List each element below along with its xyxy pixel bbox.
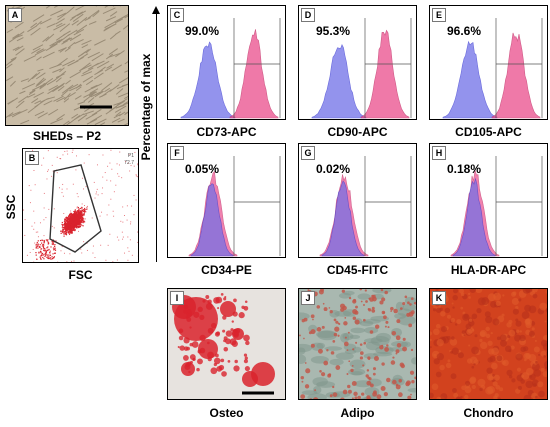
control-peak <box>190 183 234 257</box>
marker-label: CD90-APC <box>327 125 388 139</box>
panel-letter: K <box>432 291 446 305</box>
marker-label: CD45-FITC <box>326 263 389 277</box>
sample-peak <box>360 29 410 119</box>
histogram-plot <box>180 18 281 119</box>
marker-label: CD34-PE <box>201 263 252 277</box>
control-peak <box>321 180 365 257</box>
positive-percentage: 0.05% <box>185 162 220 176</box>
positive-percentage: 0.02% <box>316 162 351 176</box>
panel-letter: J <box>301 291 315 305</box>
histogram-plot <box>311 18 412 119</box>
panel-letter: H <box>432 146 446 160</box>
histogram-cd105-apc: E 96.6% <box>429 5 548 120</box>
histogram-hla-dr-apc: H 0.18% <box>429 143 548 258</box>
panel-a-caption: SHEDs – P2 <box>32 129 102 143</box>
histogram-cd34-pe: F 0.05% <box>167 143 286 258</box>
ssc-axis-label: SSC <box>4 194 18 220</box>
chondro-image <box>430 289 547 399</box>
adipo-image <box>299 289 416 399</box>
control-peak <box>442 40 498 119</box>
y-axis-arrow <box>152 6 160 14</box>
panel-letter: I <box>170 291 184 305</box>
control-peak <box>452 177 496 257</box>
panel-letter: A <box>8 8 22 22</box>
histogram-cd90-apc: D 95.3% <box>298 5 417 120</box>
marker-label: HLA-DR-APC <box>450 263 527 277</box>
adipo-caption: Adipo <box>340 406 375 420</box>
control-peak <box>180 41 236 119</box>
fibroblast-image <box>6 6 128 125</box>
osteo-image <box>168 289 285 399</box>
gate-value: 72.7 <box>124 160 134 166</box>
sample-peak <box>491 32 541 119</box>
histogram-plot <box>450 156 543 257</box>
positive-percentage: 96.6% <box>447 24 482 38</box>
panel-letter: D <box>301 8 315 22</box>
marker-label: CD105-APC <box>455 125 522 139</box>
panel-i-osteo: I <box>167 288 286 400</box>
positive-percentage: 99.0% <box>185 24 220 38</box>
panel-j-adipo: J <box>298 288 417 400</box>
marker-label: CD73-APC <box>196 125 257 139</box>
panel-letter: G <box>301 146 315 160</box>
positive-percentage: 0.18% <box>447 162 482 176</box>
positive-percentage: 95.3% <box>316 24 351 38</box>
y-axis-label: Percentage of max <box>139 53 153 161</box>
histogram-plot <box>442 18 543 119</box>
histogram-plot <box>188 156 281 257</box>
osteo-caption: Osteo <box>209 406 244 420</box>
y-axis-line <box>156 12 157 262</box>
chondro-caption: Chondro <box>463 406 514 420</box>
gate-label: P1 <box>127 153 134 159</box>
panel-a-microscopy: A <box>5 5 129 126</box>
histogram-cd45-fitc: G 0.02% <box>298 143 417 258</box>
fsc-axis-label: FSC <box>68 268 93 282</box>
panel-letter: E <box>432 8 446 22</box>
control-peak <box>311 43 367 119</box>
panel-letter: C <box>170 8 184 22</box>
panel-k-chondro: K <box>429 288 548 400</box>
histogram-cd73-apc: C 99.0% <box>167 5 286 120</box>
histogram-plot <box>319 156 412 257</box>
sample-peak <box>229 29 279 119</box>
gate-polygon <box>49 164 102 253</box>
scatter-plot <box>23 149 138 262</box>
panel-b-scatter: B P1 72.7 <box>22 148 139 263</box>
panel-letter: B <box>25 151 39 165</box>
panel-letter: F <box>170 146 184 160</box>
